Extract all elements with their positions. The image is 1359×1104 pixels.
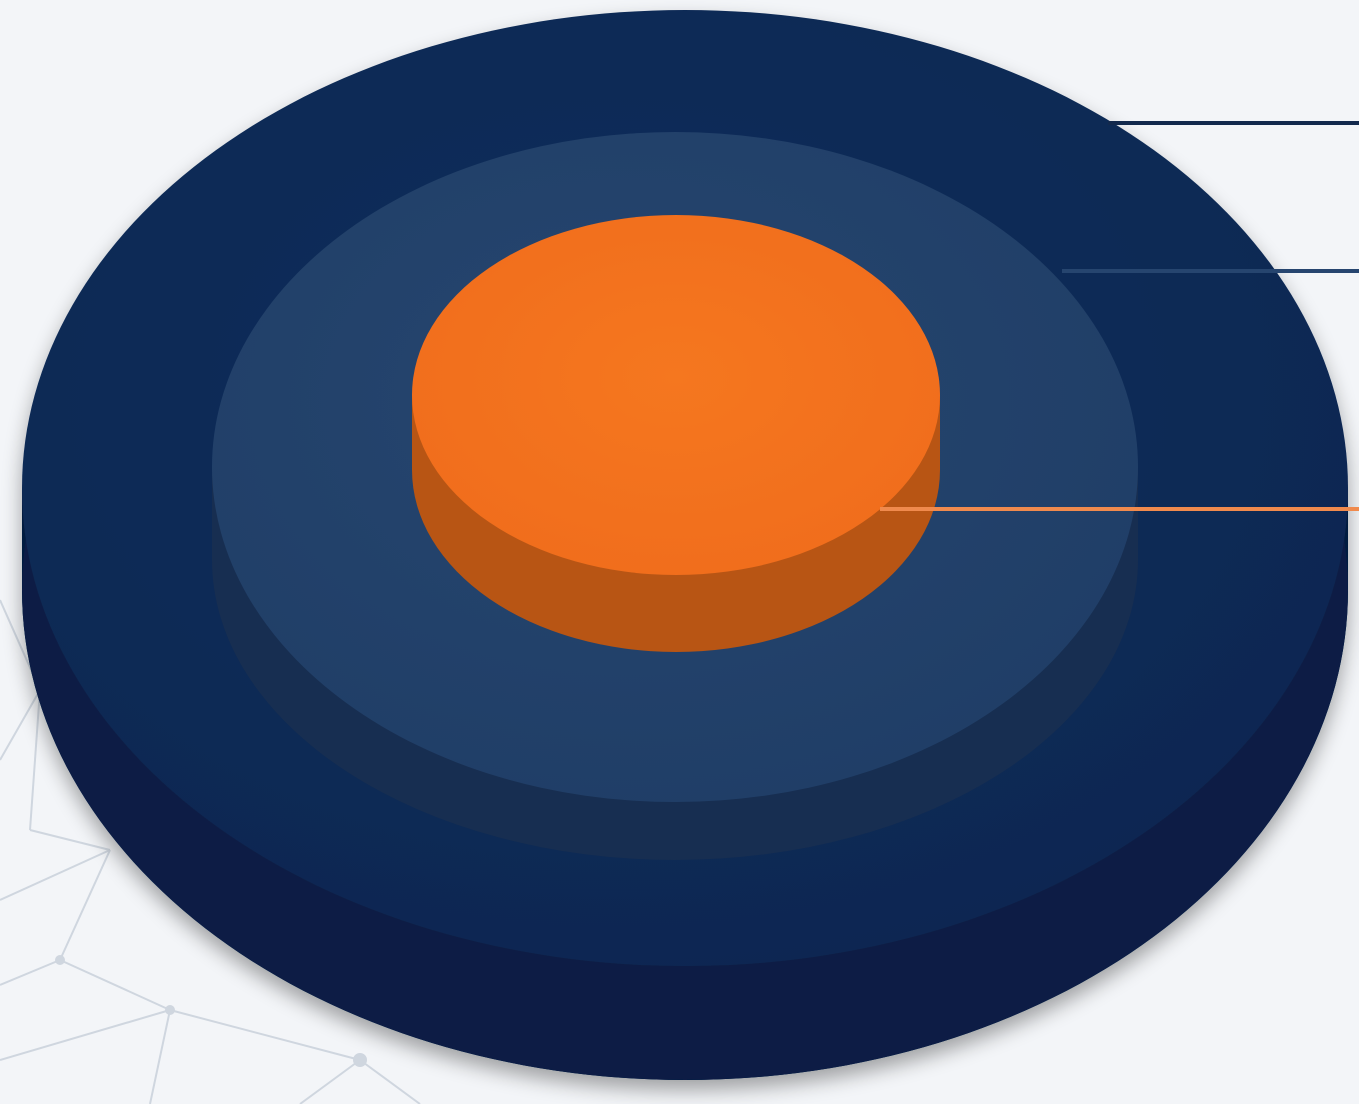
inner-layer-top — [412, 215, 940, 575]
leader-lines — [880, 121, 1359, 511]
inner-layer-disc — [412, 215, 940, 652]
background-network-pattern — [0, 599, 421, 1104]
